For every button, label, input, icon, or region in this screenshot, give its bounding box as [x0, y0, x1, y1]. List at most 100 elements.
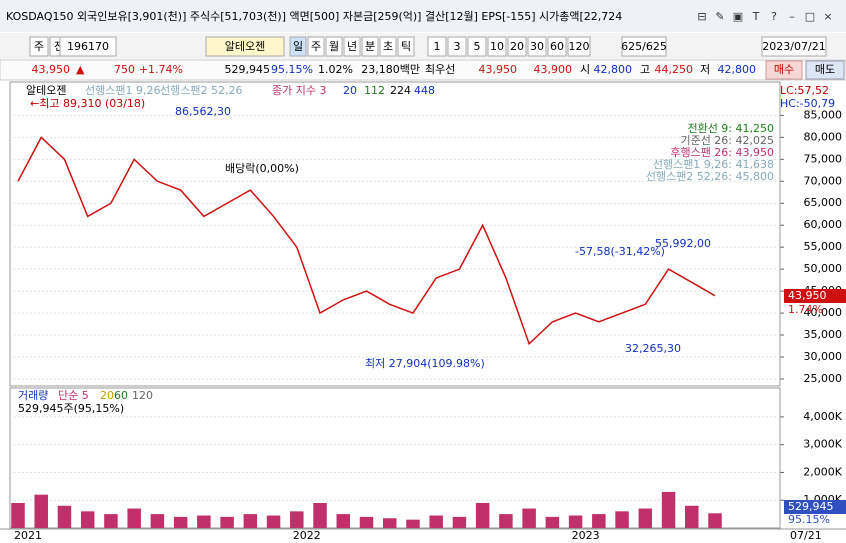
volume-bar [313, 503, 327, 528]
quote-open: 42,800 [594, 63, 633, 76]
volume-bar [336, 514, 351, 528]
indicator-label: 선행스팬1 9,26: 41,638 [653, 158, 774, 171]
title-icon[interactable]: T [752, 10, 760, 23]
toolbar-label[interactable]: 60 [550, 40, 564, 53]
toolbar-button[interactable] [567, 36, 591, 57]
volume-bar [452, 516, 467, 528]
indicator-label: 후행스팬 26: 43,950 [670, 146, 774, 159]
legend-label: 단순 5 [58, 389, 89, 402]
toolbar-label[interactable]: 알테오젠 [225, 39, 265, 53]
annotation: 86,562,30 [175, 105, 231, 118]
y-tick-label: 2,000K [803, 465, 842, 478]
toolbar-label[interactable]: 20 [510, 40, 524, 53]
legend-label: 선행스팬1 9,26 [85, 84, 160, 97]
x-tick-label: 07/21 [790, 529, 822, 542]
volume-bar [11, 503, 25, 528]
toolbar-button[interactable] [427, 36, 447, 57]
toolbar-label[interactable]: 틱 [401, 40, 411, 53]
volume-bar [708, 513, 722, 528]
price-box [784, 289, 846, 303]
toolbar-label[interactable]: 3 [454, 40, 461, 53]
value-box-rate: 95.15% [788, 513, 830, 526]
volume-bar [80, 511, 95, 528]
buy-label[interactable]: 매수 [774, 63, 794, 76]
toolbar-button[interactable] [761, 36, 827, 57]
toolbar-button[interactable] [29, 36, 49, 57]
toolbar-button[interactable] [325, 36, 343, 57]
volume-panel [9, 387, 781, 529]
toolbar-button[interactable] [487, 36, 507, 57]
quote-rate: +1.74% [139, 63, 183, 76]
y-tick-label: 25,000 [804, 372, 843, 385]
toolbar-label[interactable]: 30 [530, 40, 544, 53]
indicator-label: 선행스팬2 52,26: 45,800 [646, 170, 774, 183]
toolbar-label[interactable]: 10 [490, 40, 504, 53]
volume-bar [406, 519, 420, 528]
annotation: 최저 27,904(109.98%) [365, 357, 485, 370]
sell-button[interactable] [805, 60, 845, 80]
toolbar-button[interactable] [59, 36, 117, 57]
legend-label: 20 [100, 389, 114, 402]
toolbar-label[interactable]: 일 [293, 39, 303, 53]
toolbar-button[interactable] [467, 36, 487, 57]
toolbar-label[interactable]: 2023/07/21 [762, 40, 825, 53]
volume-bar [545, 516, 560, 528]
toolbar-button[interactable] [527, 36, 547, 57]
title-bar [0, 0, 846, 32]
toolbar-label[interactable]: 5 [474, 40, 481, 53]
toolbar-label[interactable]: 분 [365, 40, 375, 53]
toolbar-label[interactable]: 1 [434, 40, 441, 53]
legend-label: 112 [364, 84, 385, 97]
title-icon[interactable]: □ [805, 10, 815, 23]
toolbar-button[interactable] [447, 36, 467, 57]
buy-button[interactable] [765, 60, 803, 80]
toolbar-label[interactable]: 년 [347, 40, 357, 53]
title-icon[interactable]: ▣ [733, 10, 743, 23]
sell-label[interactable]: 매도 [815, 63, 835, 76]
toolbar-button[interactable] [379, 36, 397, 57]
quote-label: 고 [640, 63, 650, 76]
toolbar-button[interactable] [205, 36, 285, 57]
toolbar-button[interactable] [507, 36, 527, 57]
volume-bar [290, 511, 304, 528]
title-icon[interactable]: ✎ [715, 10, 724, 23]
indicator-label: 기준선 26: 42,025 [680, 134, 774, 147]
quote-bar [0, 59, 846, 81]
toolbar-label[interactable]: 196170 [67, 40, 109, 53]
title-icon[interactable]: ? [771, 10, 777, 23]
legend-label: 선행스팬2 52,26 [160, 84, 242, 97]
toolbar-label[interactable]: 120 [569, 40, 590, 53]
toolbar [0, 33, 846, 59]
y-tick-label: 55,000 [804, 240, 843, 253]
title-icon[interactable]: ⊟ [697, 10, 706, 23]
toolbar-label[interactable]: 주 [34, 40, 44, 53]
quote-volume: 529,945 [225, 63, 271, 76]
toolbar-button[interactable] [289, 36, 307, 57]
toolbar-label[interactable]: 주 [311, 40, 321, 53]
volume-bar [499, 514, 513, 528]
toolbar-button[interactable] [361, 36, 379, 57]
volume-bar [638, 508, 653, 528]
toolbar-button[interactable] [547, 36, 567, 57]
toolbar-label[interactable]: 월 [329, 40, 339, 53]
toolbar-button[interactable] [397, 36, 415, 57]
volume-bar [568, 515, 583, 528]
volume-bar [429, 515, 443, 528]
y-tick-label: 60,000 [804, 218, 843, 231]
y-tick-label: 70,000 [804, 174, 843, 187]
toolbar-label[interactable]: 전 [54, 40, 64, 53]
toolbar-button[interactable] [307, 36, 325, 57]
volume-bar [173, 516, 188, 528]
toolbar-button[interactable] [343, 36, 361, 57]
legend-label: 120 [132, 389, 153, 402]
toolbar-button[interactable] [621, 36, 667, 57]
title-icon[interactable]: × [823, 10, 832, 23]
toolbar-label[interactable]: 초 [383, 40, 393, 53]
title-icon[interactable]: – [789, 10, 795, 23]
quote-label: 시 [580, 63, 590, 76]
x-tick-label: 2021 [14, 529, 42, 542]
chart-subtitle: 529,945주(95,15%) [18, 402, 124, 415]
quote-label: 최우선 [425, 63, 455, 76]
quote-high: 44,250 [655, 63, 694, 76]
toolbar-label[interactable]: 625/625 [621, 40, 667, 53]
